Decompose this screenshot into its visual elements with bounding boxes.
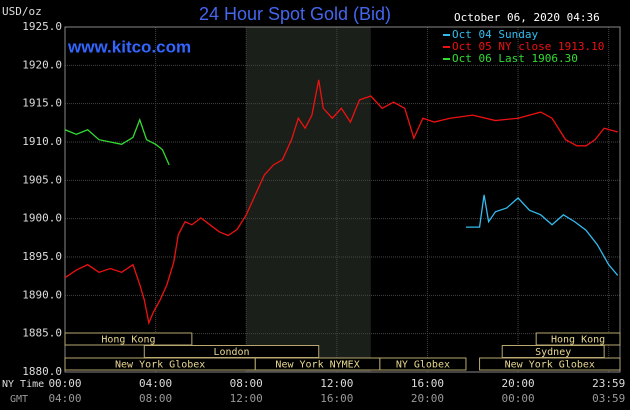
legend-label: Oct 06 Last 1906.30 [452, 52, 578, 65]
gmt-tick-label: 20:00 [411, 392, 444, 405]
session-label: Hong Kong [551, 335, 605, 346]
y-tick-label: 1900.0 [22, 212, 62, 225]
x-tick-label: 12:00 [320, 377, 353, 390]
x-tick-label: 23:59 [592, 377, 625, 390]
session-label: New York Globex [505, 360, 595, 371]
x-tick-label: 08:00 [230, 377, 263, 390]
x-row-label: NY Time [2, 379, 44, 390]
y-tick-label: 1880.0 [22, 365, 62, 378]
session-label: New York NYMEX [275, 360, 359, 371]
session-label: Hong Kong [101, 335, 155, 346]
y-tick-label: 1910.0 [22, 135, 62, 148]
gmt-tick-label: 16:00 [320, 392, 353, 405]
session-label: Sydney [535, 347, 571, 358]
session-label: London [213, 347, 249, 358]
y-tick-label: 1895.0 [22, 250, 62, 263]
price-line [64, 117, 170, 166]
x-tick-label: 00:00 [48, 377, 81, 390]
chart-title: 24 Hour Spot Gold (Bid) [199, 4, 391, 24]
y-tick-label: 1915.0 [22, 97, 62, 110]
y-tick-label: 1890.0 [22, 288, 62, 301]
legend-label: Oct 04 Sunday [452, 28, 538, 41]
x-tick-label: 16:00 [411, 377, 444, 390]
session-box [64, 332, 193, 346]
x-tick-label: 20:00 [501, 377, 534, 390]
y-tick-label: 1920.0 [22, 58, 62, 71]
session-box [479, 357, 621, 371]
y-tick-label: 1925.0 [22, 20, 62, 33]
x-row-label: GMT [10, 394, 28, 405]
y-tick-label: 1905.0 [22, 173, 62, 186]
x-tick-label: 04:00 [139, 377, 172, 390]
gmt-tick-label: 00:00 [501, 392, 534, 405]
gmt-tick-label: 03:59 [592, 392, 625, 405]
legend-label: Oct 05 NY close 1913.10 [452, 40, 604, 53]
price-line [465, 194, 619, 276]
session-box [379, 357, 467, 371]
y-tick-label: 1885.0 [22, 327, 62, 340]
price-line [64, 79, 618, 326]
gmt-tick-label: 08:00 [139, 392, 172, 405]
gmt-tick-label: 04:00 [48, 392, 81, 405]
session-label: NY Globex [396, 360, 450, 371]
timestamp: October 06, 2020 04:36 [454, 11, 600, 24]
watermark: www.kitco.com [67, 37, 191, 56]
gmt-tick-label: 12:00 [230, 392, 263, 405]
plot-frame [64, 26, 621, 373]
session-label: New York Globex [115, 360, 205, 371]
y-unit: USD/oz [2, 5, 42, 18]
session-shade [246, 27, 371, 372]
